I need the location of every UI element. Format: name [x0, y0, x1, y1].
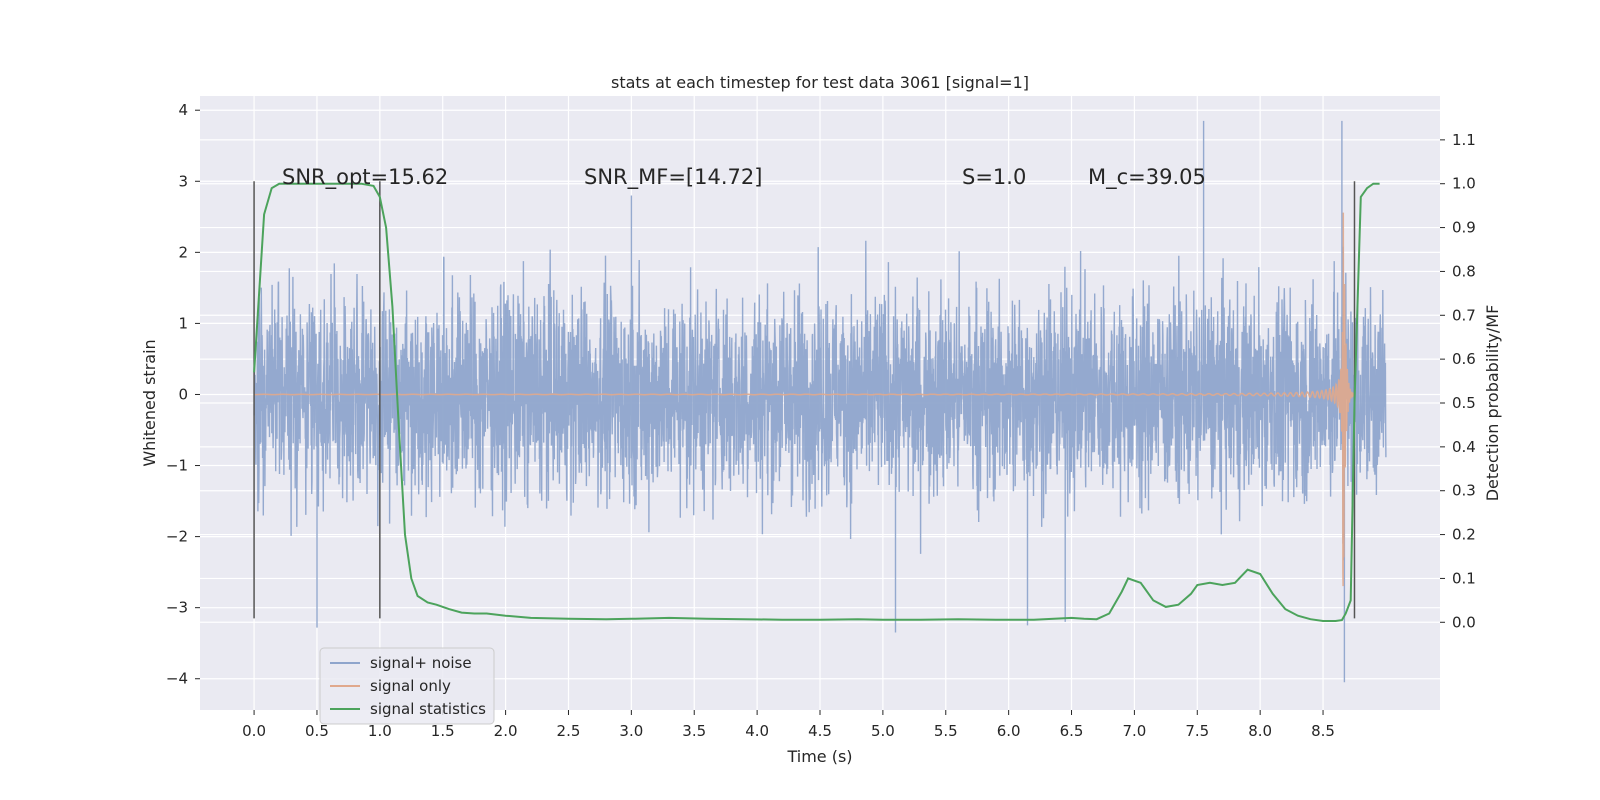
signal-statistics-series — [253, 182, 1380, 622]
x-tick-label: 1.5 — [431, 722, 455, 740]
y-right-tick-label: 0.8 — [1452, 262, 1476, 280]
x-tick-label: 2.0 — [494, 722, 518, 740]
annotation-snr-opt: SNR_opt=15.62 — [282, 165, 448, 190]
x-tick-label: 4.5 — [808, 722, 832, 740]
y-right-tick-label: 1.0 — [1452, 175, 1476, 193]
legend-label-signal: signal only — [370, 677, 451, 695]
x-tick-label: 6.0 — [997, 722, 1021, 740]
y-right-tick-label: 0.3 — [1452, 482, 1476, 500]
x-tick-label: 7.5 — [1185, 722, 1209, 740]
legend-box — [319, 647, 495, 725]
x-tick-label: 2.5 — [557, 722, 581, 740]
x-tick-label: 4.0 — [745, 722, 769, 740]
y-left-tick-label: −1 — [166, 457, 188, 475]
legend: signal+ noise signal only signal statist… — [319, 647, 495, 725]
y-right-tick-label: 0.2 — [1452, 526, 1476, 544]
y-right-tick-label: 0.4 — [1452, 438, 1476, 456]
signal-statistics-line — [253, 182, 1380, 622]
chart-title: stats at each timestep for test data 306… — [611, 73, 1029, 92]
x-tick-label: 3.5 — [682, 722, 706, 740]
y-right-tick-label: 0.1 — [1452, 569, 1476, 587]
signal-only-line — [254, 212, 1356, 587]
y-left-tick-label: 1 — [178, 314, 188, 332]
y-right-tick-label: 0.7 — [1452, 306, 1476, 324]
x-tick-label: 0.0 — [242, 722, 266, 740]
y-left-tick-label: −3 — [166, 599, 188, 617]
x-tick-label: 5.0 — [871, 722, 895, 740]
annotations: SNR_opt=15.62 SNR_MF=[14.72] S=1.0 M_c=3… — [282, 165, 1206, 190]
y-left-tick-label: 2 — [178, 243, 188, 261]
y-right-tick-label: 1.1 — [1452, 131, 1476, 149]
signal-only-series — [254, 212, 1356, 587]
x-tick-label: 5.5 — [934, 722, 958, 740]
annotation-mc: M_c=39.05 — [1088, 165, 1206, 190]
annotation-s: S=1.0 — [962, 165, 1026, 189]
axis-layer: 0.0 0.5 1.0 1.5 2.0 2.5 3.0 3.5 4.0 4.5 5.0 5.5 6.0 6… — [166, 101, 1476, 740]
legend-label-noise: signal+ noise — [370, 654, 472, 672]
y-left-tick-label: 0 — [178, 385, 188, 403]
y-left-tick-label: −2 — [166, 528, 188, 546]
x-tick-label: 1.0 — [368, 722, 392, 740]
y-axis-label-left: Whitened strain — [140, 339, 159, 466]
annotation-snr-mf: SNR_MF=[14.72] — [584, 165, 762, 190]
x-tick-label: 8.5 — [1311, 722, 1335, 740]
y-right-tick-label: 0.0 — [1452, 613, 1476, 631]
x-tick-label: 6.5 — [1060, 722, 1084, 740]
legend-label-statistics: signal statistics — [370, 700, 486, 718]
y-right-tick-label: 0.6 — [1452, 350, 1476, 368]
y-left-tick-label: 4 — [178, 101, 188, 119]
y-left-tick-label: 3 — [178, 172, 188, 190]
x-tick-label: 0.5 — [305, 722, 329, 740]
x-tick-label: 8.0 — [1248, 722, 1272, 740]
y-right-tick-label: 0.9 — [1452, 219, 1476, 237]
y-right-tick-label: 0.5 — [1452, 394, 1476, 412]
x-axis-label: Time (s) — [786, 747, 852, 766]
y-axis-label-right: Detection probability/MF — [1483, 305, 1502, 502]
x-tick-label: 3.0 — [619, 722, 643, 740]
x-tick-label: 7.0 — [1122, 722, 1146, 740]
y-left-tick-label: −4 — [166, 670, 188, 688]
